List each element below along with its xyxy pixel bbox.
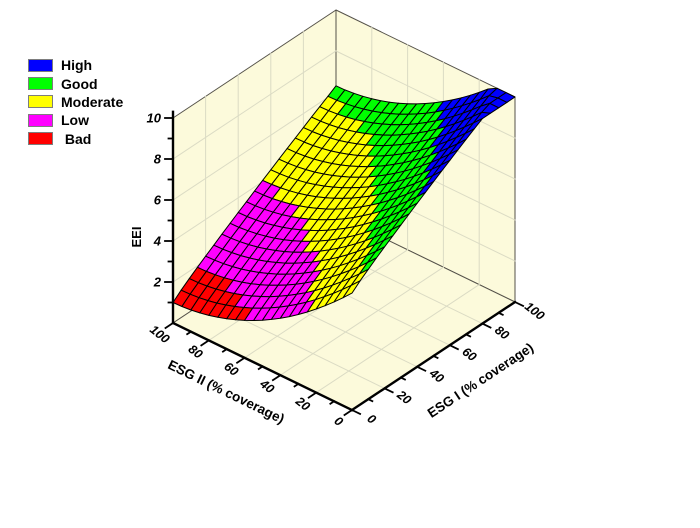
- legend-item-good: Good: [28, 74, 123, 92]
- legend-label-high: High: [61, 57, 93, 74]
- z-tick-label: 2: [153, 275, 162, 290]
- z-tick-label: 4: [153, 234, 162, 249]
- esg1-tick-label: 40: [426, 366, 446, 386]
- surface-cell: [342, 280, 361, 299]
- legend-item-high: High: [28, 56, 123, 74]
- legend: High Good Moderate Low Bad: [28, 56, 123, 148]
- esg1-tick-label: 100: [522, 299, 547, 323]
- legend-swatch-good: [28, 77, 53, 91]
- legend-swatch-low: [28, 113, 53, 127]
- legend-swatch-bad: [28, 132, 53, 146]
- legend-swatch-high: [28, 58, 53, 72]
- esg1-tick-label: 60: [460, 345, 480, 365]
- surface-mesh: [172, 85, 516, 321]
- esg1-tick-label: 80: [492, 323, 512, 343]
- legend-item-bad: Bad: [28, 130, 123, 148]
- z-tick-label: 6: [154, 193, 162, 208]
- esg1-tick-label: 20: [394, 387, 414, 407]
- esg1-tick-label: 0: [364, 411, 378, 426]
- legend-item-low: Low: [28, 111, 123, 129]
- legend-swatch-moderate: [28, 95, 53, 109]
- legend-label-low: Low: [61, 112, 89, 129]
- z-tick-label: 8: [154, 152, 162, 167]
- legend-label-good: Good: [61, 75, 98, 92]
- legend-label-moderate: Moderate: [61, 93, 124, 110]
- esg2-tick-label: 60: [221, 359, 241, 379]
- legend-item-moderate: Moderate: [28, 93, 123, 111]
- z-axis-title: EEI: [129, 227, 144, 248]
- esg2-tick-label: 0: [332, 414, 346, 429]
- z-tick-label: 10: [147, 111, 162, 126]
- legend-label-bad: Bad: [61, 130, 92, 147]
- esg2-tick-label: 80: [186, 342, 206, 362]
- z-axis: 2 4 6 8 10: [147, 111, 175, 325]
